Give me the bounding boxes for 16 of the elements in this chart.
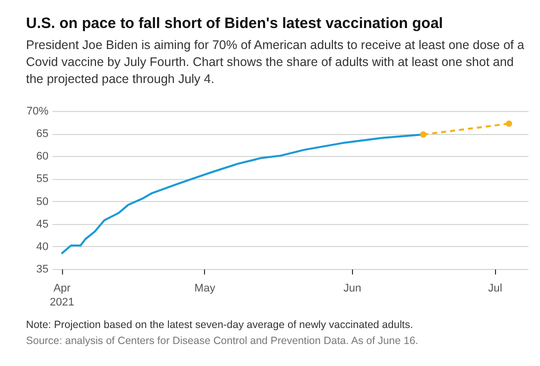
source-note: Source: analysis of Centers for Disease Control and Prevention Data. As of June 16.: [26, 335, 418, 347]
chart-title: U.S. on pace to fall short of Biden's latest vaccination goal: [26, 15, 443, 32]
x-tick-label: Jun: [344, 282, 362, 294]
y-tick-label: 35: [36, 264, 48, 276]
y-tick-label: 65: [36, 128, 48, 140]
y-tick-label: 60: [36, 150, 48, 163]
y-tick-label: 50: [36, 196, 48, 208]
x-tick-label: May: [194, 282, 216, 294]
chart-subtitle: President Joe Biden is aiming for 70% of American adults to receive at least one dose of a Covid vaccine by July Fourth. Chart shows the share of adults with at least one shot and the projected pace through July 4.: [26, 37, 526, 88]
y-tick-label: 55: [36, 173, 48, 186]
y-tick-label: 70%: [26, 106, 49, 118]
y-tick-label: 40: [36, 240, 48, 253]
y-tick-label: 45: [36, 218, 48, 230]
x-tick-label: Apr 2021: [50, 282, 74, 308]
text: Note: Projection based on the latest seven-day average of newly vaccinated adults.: [26, 319, 413, 331]
x-tick-label: Jul: [488, 282, 502, 294]
